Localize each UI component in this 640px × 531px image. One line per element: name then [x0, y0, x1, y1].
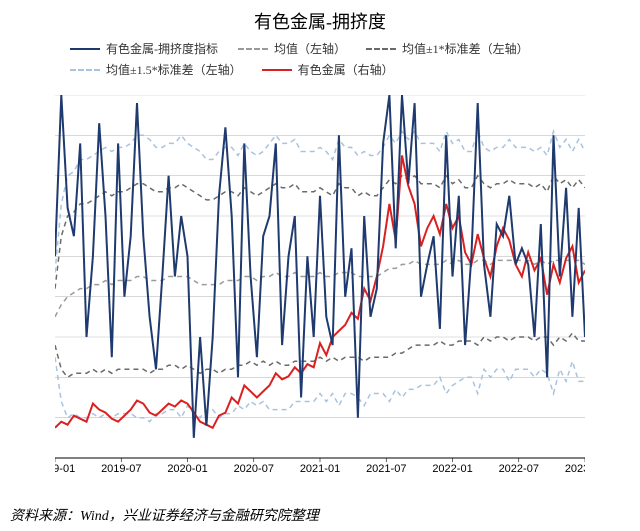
- legend-row-1: 有色金属-拥挤度指标 均值（左轴） 均值±1*标准差（左轴）: [70, 40, 590, 57]
- legend-item-price: 有色金属（右轴）: [262, 61, 394, 78]
- legend-label: 均值（左轴）: [274, 40, 346, 57]
- legend: 有色金属-拥挤度指标 均值（左轴） 均值±1*标准差（左轴） 均值±1.5*标准…: [70, 40, 590, 82]
- legend-label: 均值±1*标准差（左轴）: [402, 40, 529, 57]
- chart-title: 有色金属-拥挤度: [0, 0, 640, 34]
- legend-item-indicator: 有色金属-拥挤度指标: [70, 40, 218, 57]
- chart-svg: 0%10%20%30%40%50%60%70%80%90%20003000400…: [55, 95, 585, 476]
- legend-swatch: [70, 48, 100, 50]
- svg-text:2021-01: 2021-01: [300, 463, 340, 475]
- legend-swatch: [366, 48, 396, 50]
- svg-text:2019-07: 2019-07: [101, 463, 141, 475]
- legend-label: 有色金属-拥挤度指标: [106, 40, 218, 57]
- legend-item-sd15: 均值±1.5*标准差（左轴）: [70, 61, 242, 78]
- svg-text:2023-01: 2023-01: [565, 463, 585, 475]
- chart-container: 有色金属-拥挤度 有色金属-拥挤度指标 均值（左轴） 均值±1*标准差（左轴） …: [0, 0, 640, 531]
- legend-swatch: [262, 69, 292, 71]
- plot-area: 0%10%20%30%40%50%60%70%80%90%20003000400…: [55, 95, 585, 476]
- svg-text:2022-07: 2022-07: [499, 463, 539, 475]
- legend-label: 均值±1.5*标准差（左轴）: [106, 61, 242, 78]
- legend-swatch: [70, 69, 100, 71]
- legend-label: 有色金属（右轴）: [298, 61, 394, 78]
- legend-item-mean: 均值（左轴）: [238, 40, 346, 57]
- legend-item-sd1: 均值±1*标准差（左轴）: [366, 40, 529, 57]
- svg-text:2019-01: 2019-01: [55, 463, 75, 475]
- svg-text:2021-07: 2021-07: [366, 463, 406, 475]
- legend-swatch: [238, 48, 268, 50]
- legend-row-2: 均值±1.5*标准差（左轴） 有色金属（右轴）: [70, 61, 590, 78]
- source-text: 资料来源：Wind，兴业证券经济与金融研究院整理: [10, 505, 319, 525]
- svg-text:2020-07: 2020-07: [234, 463, 274, 475]
- svg-text:2022-01: 2022-01: [432, 463, 472, 475]
- svg-text:2020-01: 2020-01: [167, 463, 207, 475]
